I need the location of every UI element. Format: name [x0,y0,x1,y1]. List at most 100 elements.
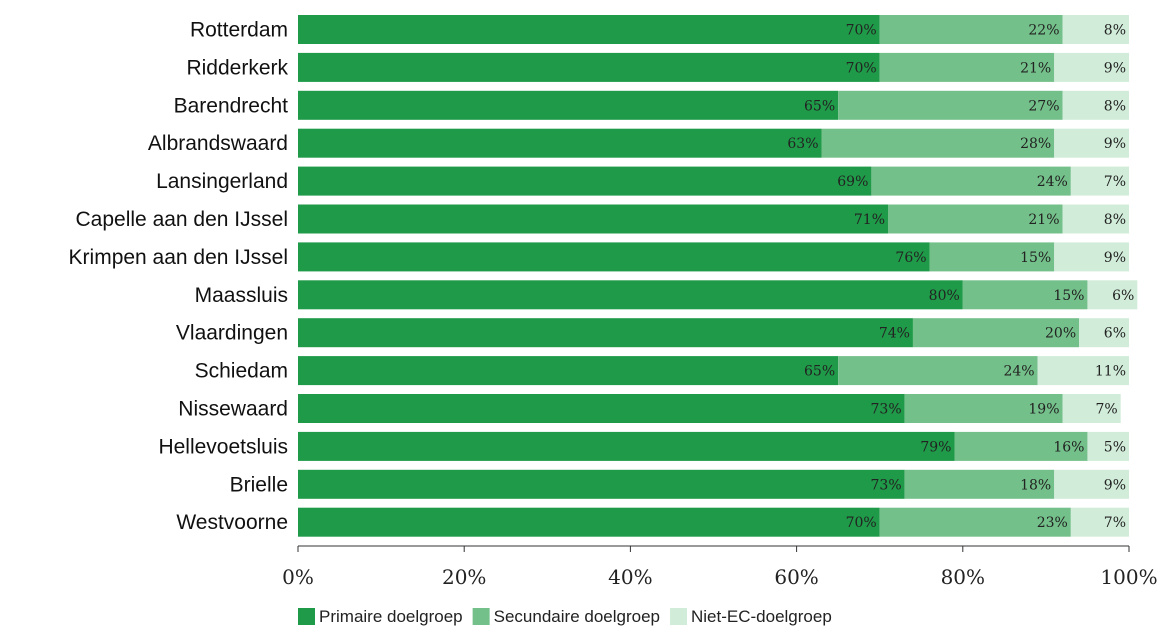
x-tick-label: 100% [1100,565,1157,589]
bar-segment [1062,204,1129,234]
category-label: Lansingerland [156,170,288,193]
bar-segment [1087,431,1129,461]
bar-segment [298,128,822,158]
data-label: 8% [1104,98,1126,114]
bar-segment [912,318,1080,348]
bar-segment [1062,90,1129,120]
bar-segment [904,469,1055,499]
data-label: 21% [1020,60,1051,76]
data-label: 9% [1104,250,1126,266]
legend-swatch [472,608,490,625]
x-tick-label: 40% [608,565,652,589]
data-label: 11% [1095,364,1126,380]
bar-segment [1070,507,1129,537]
data-label: 69% [837,174,868,190]
bar-segment [1054,52,1129,82]
data-label: 9% [1104,136,1126,152]
data-label: 21% [1028,212,1059,228]
data-label: 70% [846,515,877,531]
x-axis: 0% 20% 40% 60% 80% 100% [282,545,1158,589]
data-label: 23% [1037,515,1068,531]
bar-segment [298,15,880,44]
category-label: Schiedam [195,360,288,383]
bar-segment [904,394,1063,423]
bar-segment [1070,166,1129,196]
bar-segment [962,280,1088,310]
data-label: 65% [804,98,835,114]
data-label: 74% [879,326,910,342]
legend-label: Secundaire doelgroep [494,607,660,626]
legend-swatch [670,608,687,625]
data-label: 70% [846,23,877,39]
category-label: Maassluis [195,284,288,307]
bar-segment [298,469,905,499]
bar-segment [298,166,872,196]
category-label: Barendrecht [174,94,289,117]
bar-segment [1054,242,1129,272]
bar-segment [298,280,963,310]
category-label: Rotterdam [190,19,288,42]
bar-segment [298,507,880,537]
bar-segment [879,507,1071,537]
bar-segment [821,128,1055,158]
bar-segment [298,394,905,423]
category-label: Brielle [230,473,288,496]
category-label: Krimpen aan den IJssel [69,246,288,269]
data-label: 80% [929,288,960,304]
data-label: 8% [1104,212,1126,228]
category-label: Ridderkerk [186,56,288,79]
bar-segment [1062,15,1129,44]
data-label: 79% [920,439,951,455]
data-label: 63% [787,136,818,152]
data-label: 7% [1095,402,1117,418]
data-label: 18% [1020,477,1051,493]
legend-label: Niet-EC-doelgroep [691,607,832,626]
x-tick-label: 80% [941,565,985,589]
bar-segment [838,356,1038,386]
data-label: 16% [1053,439,1084,455]
bar-segment [879,52,1055,82]
data-label: 71% [854,212,885,228]
legend-swatch [298,608,315,625]
x-tick-label: 60% [774,565,818,589]
bar-segment [298,431,955,461]
data-label: 27% [1028,98,1059,114]
category-label: Capelle aan den IJssel [76,208,288,231]
bar-segment [1037,356,1129,386]
bar-segment [871,166,1071,196]
data-label: 15% [1053,288,1084,304]
data-label: 7% [1104,515,1126,531]
bar-segment [1054,128,1129,158]
bar-segment [298,52,880,82]
data-label: 8% [1104,23,1126,39]
data-label: 65% [804,364,835,380]
data-label: 76% [895,250,926,266]
data-label: 24% [1003,364,1034,380]
category-label: Westvoorne [176,511,288,534]
legend: Primaire doelgroep Secundaire doelgroep Ni… [298,607,832,626]
category-label: Vlaardingen [176,322,288,345]
category-label: Hellevoetsluis [158,435,288,458]
bar-segment [1079,318,1129,348]
data-label: 6% [1112,288,1134,304]
data-label: 73% [871,477,902,493]
data-label: 9% [1104,60,1126,76]
bar-segment [298,90,839,120]
data-label: 28% [1020,136,1051,152]
data-label: 70% [846,60,877,76]
bar-segment [879,15,1063,44]
bar-segment [1062,394,1121,423]
bar-segment [298,242,930,272]
bar-segment [298,204,889,234]
bar-segment [929,242,1055,272]
bar-segment [888,204,1063,234]
bar-segment [298,318,913,348]
x-tick-label: 0% [282,565,314,589]
bar-segment [1087,280,1138,310]
category-label: Albrandswaard [148,132,288,155]
category-label: Nissewaard [178,398,288,421]
legend-label: Primaire doelgroep [319,607,463,626]
x-tick-label: 20% [442,565,486,589]
data-label: 5% [1104,439,1126,455]
